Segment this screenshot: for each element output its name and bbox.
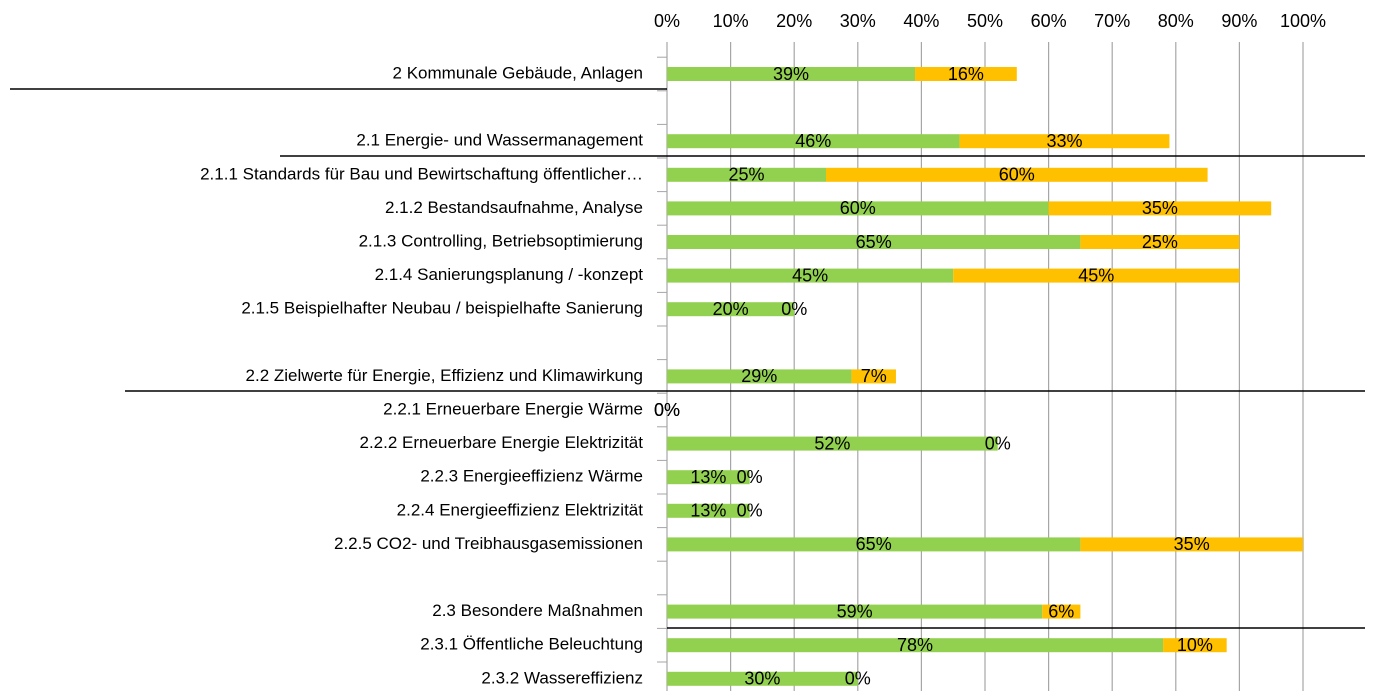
- bar-segment: [667, 604, 1043, 619]
- value-label: 13%: [690, 501, 726, 521]
- bar-segment: [667, 134, 960, 149]
- category-label: 2.2.5 CO2- und Treibhausgasemissionen: [334, 534, 643, 553]
- bar-segment: [667, 671, 858, 686]
- category-label: 2 Kommunale Gebäude, Anlagen: [393, 63, 643, 82]
- value-label: 46%: [795, 131, 831, 151]
- value-label: 33%: [1046, 131, 1082, 151]
- bar-segment: [667, 302, 795, 317]
- bar-segment: [667, 369, 852, 384]
- category-label: 2.2 Zielwerte für Energie, Effizienz und…: [246, 366, 643, 385]
- value-label: 10%: [1177, 635, 1213, 655]
- value-label: 20%: [713, 299, 749, 319]
- x-tick-label: 50%: [967, 11, 1003, 31]
- bar-segment: [915, 67, 1017, 81]
- bar-segment: [667, 235, 1081, 249]
- value-label: 0%: [654, 400, 680, 420]
- category-label: 2.2.3 Energieeffizienz Wärme: [420, 467, 643, 486]
- bar-segment: [826, 167, 1208, 182]
- bar-segment: [667, 503, 750, 518]
- x-tick-label: 20%: [776, 11, 812, 31]
- category-label: 2.1.3 Controlling, Betriebsoptimierung: [359, 231, 643, 250]
- x-tick-label: 80%: [1158, 11, 1194, 31]
- bar-segment: [1042, 604, 1081, 619]
- value-label: 25%: [728, 165, 764, 185]
- bar-segment: [1163, 638, 1227, 653]
- category-label: 2.2.4 Energieeffizienz Elektrizität: [397, 500, 644, 519]
- value-label: 35%: [1142, 198, 1178, 218]
- x-tick-label: 100%: [1280, 11, 1326, 31]
- value-label: 29%: [741, 366, 777, 386]
- bar-segment: [959, 134, 1170, 149]
- bar-segment: [667, 167, 826, 182]
- category-label: 2.1.4 Sanierungsplanung / -konzept: [375, 265, 644, 284]
- value-label: 59%: [837, 601, 873, 621]
- x-tick-label: 40%: [903, 11, 939, 31]
- value-label: 0%: [737, 467, 763, 487]
- value-label: 13%: [690, 467, 726, 487]
- value-label: 39%: [773, 64, 809, 84]
- value-label: 35%: [1174, 534, 1210, 554]
- x-tick-label: 70%: [1094, 11, 1130, 31]
- x-tick-label: 0%: [654, 11, 680, 31]
- value-label: 25%: [1142, 232, 1178, 252]
- bar-segment: [1048, 201, 1272, 216]
- value-label: 0%: [781, 299, 807, 319]
- bar-segment: [667, 201, 1049, 216]
- x-tick-label: 30%: [840, 11, 876, 31]
- x-tick-label: 60%: [1031, 11, 1067, 31]
- value-label: 0%: [985, 433, 1011, 453]
- category-label: 2.3 Besondere Maßnahmen: [432, 601, 643, 620]
- value-label: 0%: [845, 669, 871, 689]
- value-label: 6%: [1048, 601, 1074, 621]
- bar-segment: [667, 638, 1164, 653]
- bar-segment: [667, 67, 916, 81]
- bar-segment: [667, 537, 1081, 552]
- x-tick-label: 10%: [713, 11, 749, 31]
- value-label: 78%: [897, 635, 933, 655]
- category-label: 2.1.2 Bestandsaufnahme, Analyse: [385, 198, 643, 217]
- bar-segment: [1080, 537, 1303, 552]
- value-label: 7%: [861, 366, 887, 386]
- value-label: 16%: [948, 64, 984, 84]
- category-label: 2.3.1 Öffentliche Beleuchtung: [420, 635, 643, 654]
- category-label: 2.2.1 Erneuerbare Energie Wärme: [383, 399, 643, 418]
- value-label: 60%: [999, 165, 1035, 185]
- value-label: 65%: [856, 232, 892, 252]
- bar-segment: [953, 268, 1240, 283]
- value-label: 45%: [1078, 265, 1114, 285]
- value-label: 0%: [654, 400, 680, 420]
- category-label: 2.1 Energie- und Wassermanagement: [356, 131, 643, 150]
- bar-segment: [667, 268, 954, 283]
- value-label: 65%: [856, 534, 892, 554]
- value-label: 60%: [840, 198, 876, 218]
- bar-segment: [851, 369, 896, 384]
- category-label: 2.1.5 Beispielhafter Neubau / beispielha…: [241, 299, 643, 318]
- category-label: 2.2.2 Erneuerbare Energie Elektrizität: [360, 433, 644, 452]
- bar-segment: [667, 470, 750, 485]
- value-label: 45%: [792, 265, 828, 285]
- x-tick-label: 90%: [1221, 11, 1257, 31]
- value-label: 30%: [744, 669, 780, 689]
- bar-segment: [1080, 235, 1240, 249]
- category-label: 2.1.1 Standards für Bau und Bewirtschaft…: [200, 164, 643, 183]
- category-label: 2.3.2 Wassereffizienz: [481, 668, 643, 687]
- value-label: 0%: [737, 501, 763, 521]
- value-label: 52%: [814, 433, 850, 453]
- bar-segment: [667, 436, 998, 451]
